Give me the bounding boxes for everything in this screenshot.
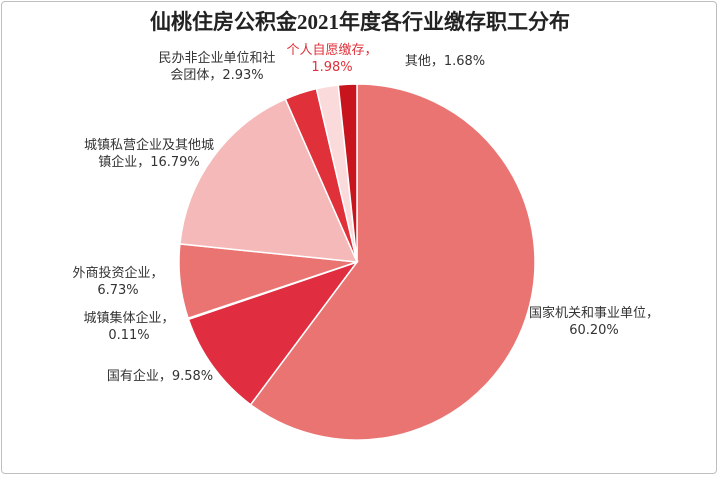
category-name: 国家机关和事业单位， (528, 306, 659, 321)
category-name: 其他， (404, 54, 444, 69)
value-label: 1.98% (311, 60, 353, 75)
slice-label: 个人自愿缴存， 1.98% (280, 42, 384, 76)
slice-label: 城镇集体企业， 0.11% (74, 310, 184, 344)
slice-label: 城镇私营企业及其他城镇企业，16.79% (84, 137, 214, 171)
category-name: 国有企业， (106, 369, 172, 384)
pie-slice (179, 98, 359, 263)
value-label: 16.79% (150, 155, 200, 170)
slice-label: 其他，1.68% (390, 53, 500, 70)
slice-label: 外商投资企业， 6.73% (58, 265, 178, 299)
value-label: 2.93% (222, 68, 264, 83)
category-name: 民办非企业单位和社会团体， (158, 51, 276, 83)
slice-label: 民办非企业单位和社会团体，2.93% (156, 50, 278, 84)
value-label: 1.68% (443, 54, 486, 69)
value-label: 6.73% (97, 283, 139, 298)
value-label: 9.58% (171, 369, 214, 384)
slice-label: 国家机关和事业单位， 60.20% (524, 305, 664, 339)
value-label: 0.11% (108, 328, 150, 343)
pie-slice (249, 83, 536, 441)
category-name: 外商投资企业， (72, 266, 164, 281)
pie-slice (337, 83, 358, 263)
category-name: 城镇私营企业及其他城镇企业， (84, 138, 215, 170)
category-name: 个人自愿缴存， (286, 43, 378, 58)
chart-title: 仙桃住房公积金2021年度各行业缴存职工分布 (150, 10, 570, 34)
slice-label: 国有企业，9.58% (90, 368, 230, 385)
value-label: 60.20% (569, 323, 619, 338)
pie-slice (187, 260, 360, 406)
category-name: 城镇集体企业， (83, 311, 175, 326)
